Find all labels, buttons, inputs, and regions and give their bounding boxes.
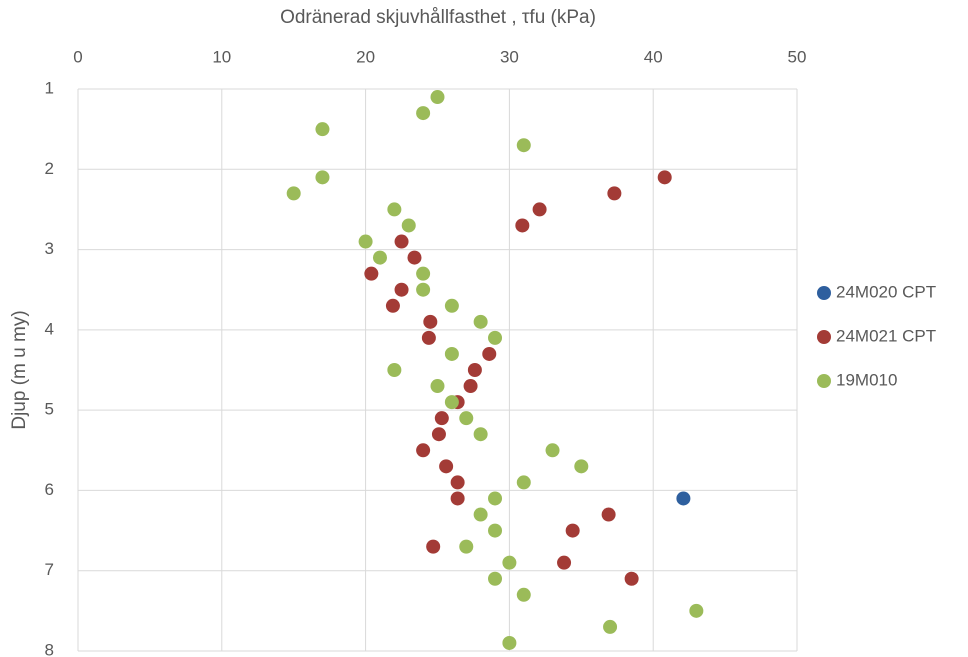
- scatter-point: [532, 202, 547, 217]
- scatter-point: [444, 395, 459, 410]
- scatter-point: [574, 459, 589, 474]
- scatter-point: [603, 619, 618, 634]
- y-tick-label: 2: [45, 159, 54, 178]
- y-tick-label: 3: [45, 239, 54, 258]
- scatter-point: [416, 443, 431, 458]
- scatter-point: [488, 491, 503, 506]
- scatter-point: [431, 427, 446, 442]
- scatter-point: [601, 507, 616, 522]
- scatter-point: [473, 507, 488, 522]
- scatter-point: [358, 234, 373, 249]
- legend-label: 24M020 CPT: [836, 282, 936, 301]
- y-tick-label: 7: [45, 560, 54, 579]
- y-axis-label: Djup (m u my): [9, 310, 30, 429]
- scatter-point: [516, 138, 531, 153]
- y-tick-label: 6: [45, 480, 54, 499]
- scatter-point: [423, 314, 438, 329]
- scatter-point: [434, 411, 449, 426]
- scatter-point: [488, 523, 503, 538]
- scatter-point: [430, 379, 445, 394]
- scatter-point: [473, 427, 488, 442]
- scatter-point: [607, 186, 622, 201]
- x-tick-label: 50: [788, 47, 807, 66]
- scatter-point: [364, 266, 379, 281]
- scatter-point: [387, 363, 402, 377]
- scatter-point: [676, 491, 691, 506]
- scatter-point: [459, 539, 474, 554]
- scatter-point: [459, 411, 474, 426]
- scatter-point: [488, 330, 503, 345]
- scatter-point: [463, 379, 478, 394]
- scatter-point: [557, 555, 572, 570]
- scatter-point: [450, 491, 465, 506]
- scatter-point: [450, 475, 465, 490]
- chart-title: Odränerad skjuvhållfasthet , τfu (kPa): [280, 7, 596, 28]
- scatter-point: [488, 571, 503, 586]
- scatter-point: [516, 587, 531, 602]
- scatter-point: [394, 234, 409, 249]
- legend-marker: [817, 374, 831, 388]
- scatter-point: [387, 202, 402, 217]
- x-tick-label: 0: [73, 47, 82, 66]
- scatter-point: [372, 250, 387, 265]
- scatter-point: [315, 170, 330, 185]
- scatter-point: [482, 346, 497, 361]
- scatter-point: [439, 459, 454, 474]
- scatter-point: [565, 523, 580, 538]
- scatter-point: [624, 571, 639, 586]
- scatter-point: [444, 346, 459, 361]
- scatter-point: [401, 218, 416, 233]
- scatter-point: [394, 282, 409, 297]
- scatter-point: [416, 282, 431, 297]
- legend-label: 19M010: [836, 370, 897, 389]
- legend-label: 24M021 CPT: [836, 326, 936, 345]
- x-tick-label: 40: [644, 47, 663, 66]
- scatter-point: [416, 106, 431, 121]
- scatter-point: [516, 475, 531, 490]
- scatter-point: [416, 266, 431, 281]
- y-tick-label: 1: [45, 78, 54, 97]
- legend-marker: [817, 286, 831, 300]
- scatter-point: [689, 603, 704, 618]
- scatter-point: [430, 90, 445, 105]
- x-tick-label: 20: [356, 47, 375, 66]
- legend-marker: [817, 330, 831, 344]
- scatter-point: [286, 186, 301, 201]
- x-tick-label: 30: [500, 47, 519, 66]
- scatter-point: [385, 298, 400, 313]
- x-tick-label: 10: [212, 47, 231, 66]
- scatter-point: [467, 363, 482, 377]
- scatter-point: [421, 330, 436, 345]
- y-tick-label: 8: [45, 640, 54, 657]
- scatter-point: [315, 122, 330, 137]
- y-tick-label: 4: [45, 319, 54, 338]
- scatter-point: [502, 555, 517, 570]
- scatter-point: [473, 314, 488, 329]
- scatter-point: [657, 170, 672, 185]
- scatter-point: [502, 635, 517, 650]
- scatter-point: [426, 539, 441, 554]
- scatter-point: [545, 443, 560, 458]
- scatter-point: [407, 250, 422, 265]
- y-tick-label: 5: [45, 400, 54, 419]
- scatter-point: [515, 218, 530, 233]
- scatter-point: [444, 298, 459, 313]
